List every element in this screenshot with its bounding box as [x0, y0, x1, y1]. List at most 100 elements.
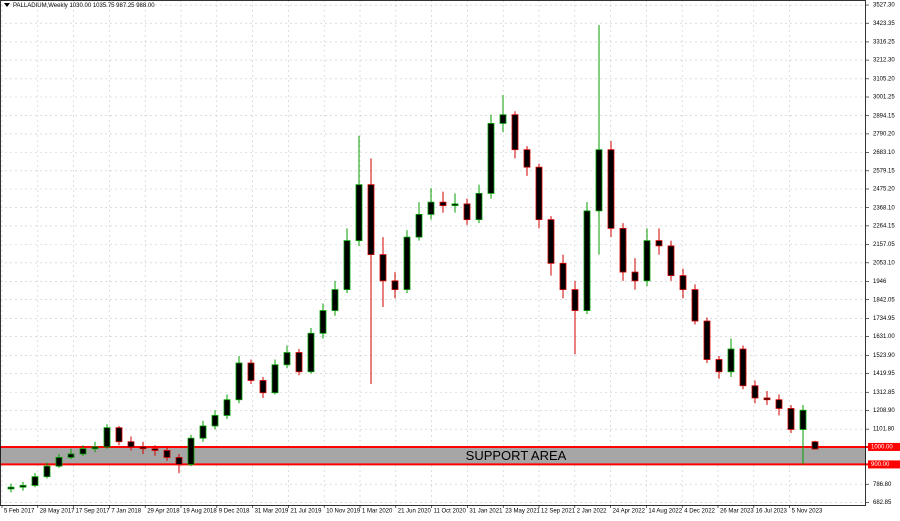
- candle-body: [295, 352, 303, 373]
- y-tick-label: 1208.90: [873, 408, 895, 414]
- y-tick-label: 1312.85: [873, 390, 895, 396]
- x-tick-label: 21 Jul 2019: [290, 509, 322, 515]
- candle-body: [487, 123, 495, 194]
- y-tick-label: 2264.15: [873, 223, 895, 229]
- x-tick-label: 19 Aug 2018: [183, 509, 217, 515]
- candle-body: [559, 262, 567, 290]
- candle-body: [259, 380, 267, 394]
- candle-body: [79, 448, 87, 455]
- candle-body: [67, 453, 75, 458]
- candle-body: [655, 240, 663, 247]
- price-label-box: [868, 460, 900, 469]
- x-tick-label: 31 Mar 2019: [255, 509, 289, 515]
- x-tick-label: 9 Dec 2018: [219, 509, 250, 515]
- support-zone: [0, 446, 866, 465]
- candle-body: [607, 149, 615, 229]
- candle-body: [307, 332, 315, 373]
- x-tick-label: 26 Mar 2023: [720, 509, 754, 515]
- candle-body: [31, 476, 39, 486]
- x-tick-label: 29 Apr 2018: [147, 509, 180, 515]
- candle-body: [151, 448, 159, 451]
- price-label-box: [868, 442, 900, 451]
- y-tick-label: 3212.30: [873, 58, 895, 64]
- candle-body: [667, 245, 675, 276]
- x-tick-label: 24 Apr 2022: [613, 509, 646, 515]
- candle-body: [523, 149, 531, 168]
- candle-body: [619, 227, 627, 273]
- candle-body: [727, 348, 735, 373]
- y-tick-label: 2683.10: [873, 150, 895, 156]
- candle-body: [91, 446, 99, 450]
- candle-body: [211, 415, 219, 427]
- y-tick-label: 3001.25: [873, 95, 895, 101]
- candle-body: [391, 280, 399, 290]
- price-label: 900.00: [871, 462, 890, 468]
- candle-body: [691, 289, 699, 322]
- candle-body: [55, 457, 63, 467]
- candle-body: [571, 289, 579, 311]
- candle-body: [19, 485, 27, 488]
- candle-body: [643, 240, 651, 282]
- candle-body: [163, 450, 171, 458]
- x-tick-label: 31 Jan 2021: [469, 509, 503, 515]
- candle-body: [223, 399, 231, 416]
- candle-body: [451, 203, 459, 207]
- x-tick-label: 11 Oct 2020: [434, 509, 467, 515]
- x-tick-label: 10 Nov 2019: [326, 509, 361, 515]
- candle-body: [703, 320, 711, 360]
- y-tick-label: 1946: [873, 279, 887, 285]
- x-tick-label: 21 Jun 2020: [398, 509, 432, 515]
- x-tick-label: 1 Mar 2020: [362, 509, 393, 515]
- candle-body: [715, 359, 723, 373]
- candle-body: [343, 240, 351, 290]
- candle-body: [475, 192, 483, 221]
- y-tick-label: 2579.15: [873, 168, 895, 174]
- x-tick-label: 17 Sep 2017: [76, 509, 111, 515]
- candle-body: [379, 254, 387, 282]
- y-tick-label: 1419.95: [873, 371, 895, 377]
- candle-body: [175, 457, 183, 465]
- y-tick-label: 1523.90: [873, 353, 895, 359]
- y-tick-label: 2790.20: [873, 131, 895, 137]
- candle-body: [763, 397, 771, 401]
- candle-body: [583, 210, 591, 311]
- y-tick-label: 786.80: [873, 482, 892, 488]
- y-tick-label: 2475.20: [873, 187, 895, 193]
- candle-body: [775, 399, 783, 409]
- candle-body: [319, 310, 327, 334]
- x-tick-label: 23 May 2021: [505, 509, 540, 515]
- candle-body: [403, 236, 411, 290]
- candle-body: [235, 362, 243, 401]
- candle-body: [103, 427, 111, 448]
- candle-body: [787, 408, 795, 430]
- y-tick-label: 1101.80: [873, 427, 895, 433]
- y-tick-label: 3316.25: [873, 40, 895, 46]
- candle-body: [439, 201, 447, 207]
- x-tick-label: 7 Jan 2018: [111, 509, 141, 515]
- candle-body: [271, 364, 279, 394]
- candle-body: [751, 385, 759, 399]
- y-tick-label: 682.85: [873, 500, 892, 506]
- candle-body: [535, 166, 543, 221]
- candle-body: [511, 114, 519, 151]
- candle-body: [139, 446, 147, 450]
- x-tick-label: 14 Aug 2022: [648, 509, 682, 515]
- candle-body: [739, 348, 747, 387]
- y-tick-label: 3105.20: [873, 76, 895, 82]
- x-tick-label: 5 Feb 2017: [4, 509, 35, 515]
- candle-body: [679, 275, 687, 290]
- candle-body: [355, 184, 363, 242]
- candle-body: [199, 425, 207, 439]
- candle-body: [43, 465, 51, 478]
- candle-body: [283, 352, 291, 366]
- candle-body: [7, 486, 15, 490]
- y-tick-label: 1734.95: [873, 316, 895, 322]
- chart-title: PALLADIUM,Weekly 1030.00 1035.75 987.25 …: [13, 3, 155, 9]
- x-tick-label: 5 Nov 2023: [792, 509, 823, 515]
- y-tick-label: 3527.30: [873, 3, 895, 9]
- plot-frame: [0, 0, 866, 506]
- candle-body: [799, 409, 807, 430]
- candle-body: [595, 149, 603, 212]
- menu-arrow[interactable]: [4, 3, 10, 7]
